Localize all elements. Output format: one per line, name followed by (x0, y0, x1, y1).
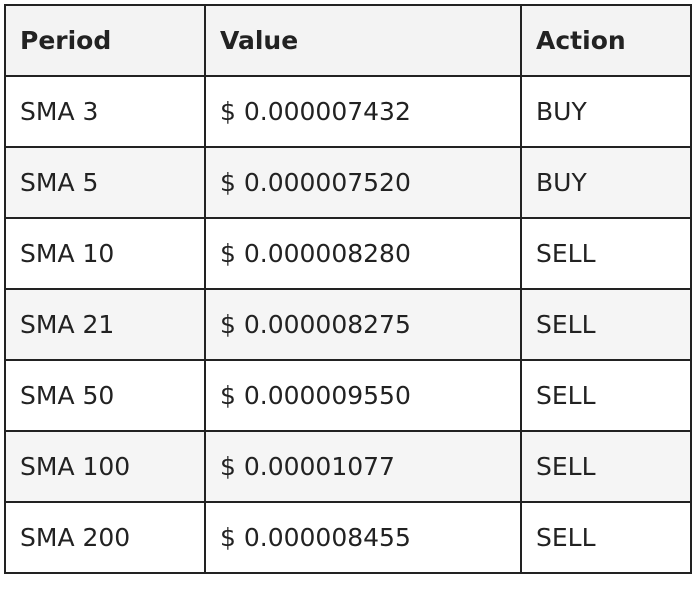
header-period: Period (4, 4, 206, 77)
header-row: Period Value Action (4, 4, 692, 77)
table-row: SMA 50 $ 0.000009550 SELL (4, 359, 692, 432)
action-cell: SELL (520, 359, 692, 432)
action-cell: SELL (520, 217, 692, 290)
period-cell: SMA 200 (4, 501, 206, 574)
table-row: SMA 200 $ 0.000008455 SELL (4, 501, 692, 574)
table-row: SMA 3 $ 0.000007432 BUY (4, 75, 692, 148)
sma-table: Period Value Action SMA 3 $ 0.000007432 BU… (4, 4, 692, 574)
period-cell: SMA 10 (4, 217, 206, 290)
action-cell: BUY (520, 75, 692, 148)
action-cell: SELL (520, 288, 692, 361)
action-cell: BUY (520, 146, 692, 219)
value-cell: $ 0.00001077 (204, 430, 522, 503)
period-cell: SMA 3 (4, 75, 206, 148)
table-row: SMA 21 $ 0.000008275 SELL (4, 288, 692, 361)
action-cell: SELL (520, 430, 692, 503)
value-cell: $ 0.000007520 (204, 146, 522, 219)
period-cell: SMA 50 (4, 359, 206, 432)
header-value: Value (204, 4, 522, 77)
period-cell: SMA 21 (4, 288, 206, 361)
table-row: SMA 5 $ 0.000007520 BUY (4, 146, 692, 219)
table-row: SMA 10 $ 0.000008280 SELL (4, 217, 692, 290)
value-cell: $ 0.000008280 (204, 217, 522, 290)
period-cell: SMA 5 (4, 146, 206, 219)
period-cell: SMA 100 (4, 430, 206, 503)
value-cell: $ 0.000009550 (204, 359, 522, 432)
value-cell: $ 0.000008275 (204, 288, 522, 361)
value-cell: $ 0.000008455 (204, 501, 522, 574)
table-row: SMA 100 $ 0.00001077 SELL (4, 430, 692, 503)
value-cell: $ 0.000007432 (204, 75, 522, 148)
header-action: Action (520, 4, 692, 77)
action-cell: SELL (520, 501, 692, 574)
